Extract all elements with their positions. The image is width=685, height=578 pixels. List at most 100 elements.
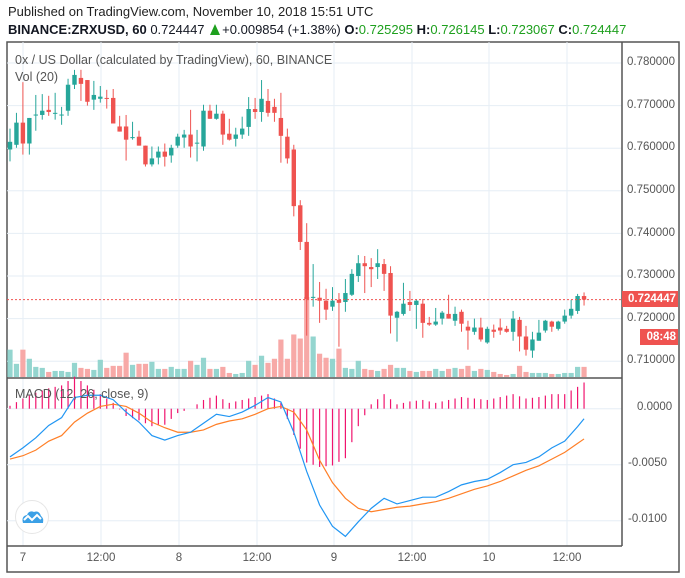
volume-bar bbox=[271, 358, 278, 377]
candle-body bbox=[504, 328, 509, 332]
candle-body bbox=[207, 110, 213, 119]
volume-bar bbox=[71, 362, 78, 377]
candle-body bbox=[459, 311, 464, 324]
volume-bar bbox=[46, 371, 52, 377]
volume-bar bbox=[413, 371, 419, 377]
volume-bar bbox=[536, 372, 542, 377]
candle-body bbox=[498, 327, 503, 331]
time-tick: 8 bbox=[175, 552, 183, 564]
volume-bar bbox=[59, 370, 65, 377]
symbol-name: BINANCE:ZRXUSD, 60 bbox=[8, 22, 147, 37]
candle-body bbox=[381, 264, 387, 274]
volume-bar bbox=[375, 370, 381, 377]
volume-bar bbox=[304, 297, 310, 377]
candle-body bbox=[485, 328, 490, 343]
candle-body bbox=[169, 147, 174, 156]
volume-bar bbox=[549, 373, 555, 377]
price-tick: 0.760000 bbox=[627, 141, 675, 153]
volume-bar bbox=[291, 334, 297, 377]
volume-bar bbox=[246, 360, 252, 377]
volume-bar bbox=[433, 368, 439, 377]
last-price: 0.724447 bbox=[150, 22, 205, 37]
candle-body bbox=[214, 113, 219, 119]
candle-body bbox=[33, 114, 38, 116]
price-tick: 0.740000 bbox=[627, 227, 675, 239]
candle-body bbox=[220, 113, 226, 135]
volume-bar bbox=[581, 366, 587, 377]
volume-bar bbox=[465, 365, 471, 377]
candle-body bbox=[452, 313, 458, 321]
candle-body bbox=[14, 122, 19, 145]
cloud-icon bbox=[22, 511, 44, 523]
time-tick: 12:00 bbox=[397, 552, 427, 564]
volume-bar bbox=[7, 349, 13, 377]
candle-body bbox=[181, 134, 187, 138]
candle-body bbox=[285, 136, 290, 159]
candle-body bbox=[304, 241, 309, 300]
candle-body bbox=[188, 134, 193, 147]
candle-body bbox=[111, 97, 116, 124]
volume-bar bbox=[458, 368, 465, 377]
candle-body bbox=[568, 308, 574, 316]
volume-bar bbox=[123, 352, 129, 377]
volume-bar bbox=[439, 370, 445, 377]
open-value: 0.725295 bbox=[358, 22, 414, 37]
candle-body bbox=[156, 151, 161, 158]
candle-body bbox=[543, 320, 548, 331]
tradingview-logo[interactable] bbox=[15, 500, 49, 534]
volume-bar bbox=[387, 364, 394, 377]
volume-bar bbox=[117, 365, 123, 377]
candle-body bbox=[59, 114, 64, 116]
candle-body bbox=[465, 326, 471, 331]
volume-bar bbox=[497, 373, 503, 377]
volume-bar bbox=[252, 364, 258, 377]
candle-body bbox=[20, 122, 26, 144]
candle-body bbox=[117, 126, 122, 132]
volume-bar bbox=[323, 357, 329, 377]
volume-bar bbox=[26, 358, 32, 377]
signal-line bbox=[9, 403, 585, 513]
candle-body bbox=[175, 136, 180, 146]
candle-body bbox=[581, 296, 587, 300]
volume-bar bbox=[523, 371, 529, 377]
volume-bar bbox=[142, 363, 149, 377]
candle-body bbox=[65, 84, 71, 111]
candle-body bbox=[27, 117, 32, 144]
volume-bar bbox=[355, 360, 361, 377]
published-note: Published on TradingView.com, November 1… bbox=[8, 4, 374, 19]
time-tick: 12:00 bbox=[552, 552, 582, 564]
low-value: 0.723067 bbox=[500, 22, 555, 37]
volume-bar bbox=[233, 373, 239, 377]
volume-bar bbox=[510, 373, 516, 377]
candle-body bbox=[233, 134, 238, 139]
volume-bar bbox=[226, 372, 232, 377]
volume-bar bbox=[149, 361, 155, 377]
volume-bar bbox=[104, 367, 110, 377]
volume-bar bbox=[310, 336, 316, 377]
candle-body bbox=[259, 98, 264, 112]
volume-bar bbox=[39, 367, 45, 377]
candle-body bbox=[446, 313, 451, 319]
candle-body bbox=[530, 339, 535, 351]
volume-bar bbox=[426, 370, 432, 377]
candle-body bbox=[356, 263, 361, 276]
candle-body bbox=[427, 322, 432, 325]
candle-body bbox=[491, 329, 496, 332]
candle-body bbox=[549, 321, 554, 327]
volume-bar bbox=[91, 369, 97, 377]
volume-bar bbox=[84, 368, 90, 377]
candle-body bbox=[136, 136, 142, 146]
volume-bar bbox=[129, 364, 136, 377]
candle-body bbox=[278, 117, 284, 136]
candle-body bbox=[265, 100, 271, 113]
volume-bar bbox=[362, 368, 368, 377]
candle-body bbox=[362, 263, 367, 267]
close-value: 0.724447 bbox=[572, 22, 627, 37]
volume-bar bbox=[420, 370, 426, 377]
volume-bar bbox=[407, 370, 413, 377]
candle-body bbox=[369, 267, 374, 270]
volume-bar bbox=[329, 358, 336, 377]
volume-bar bbox=[297, 338, 303, 377]
candle-body bbox=[252, 109, 258, 112]
